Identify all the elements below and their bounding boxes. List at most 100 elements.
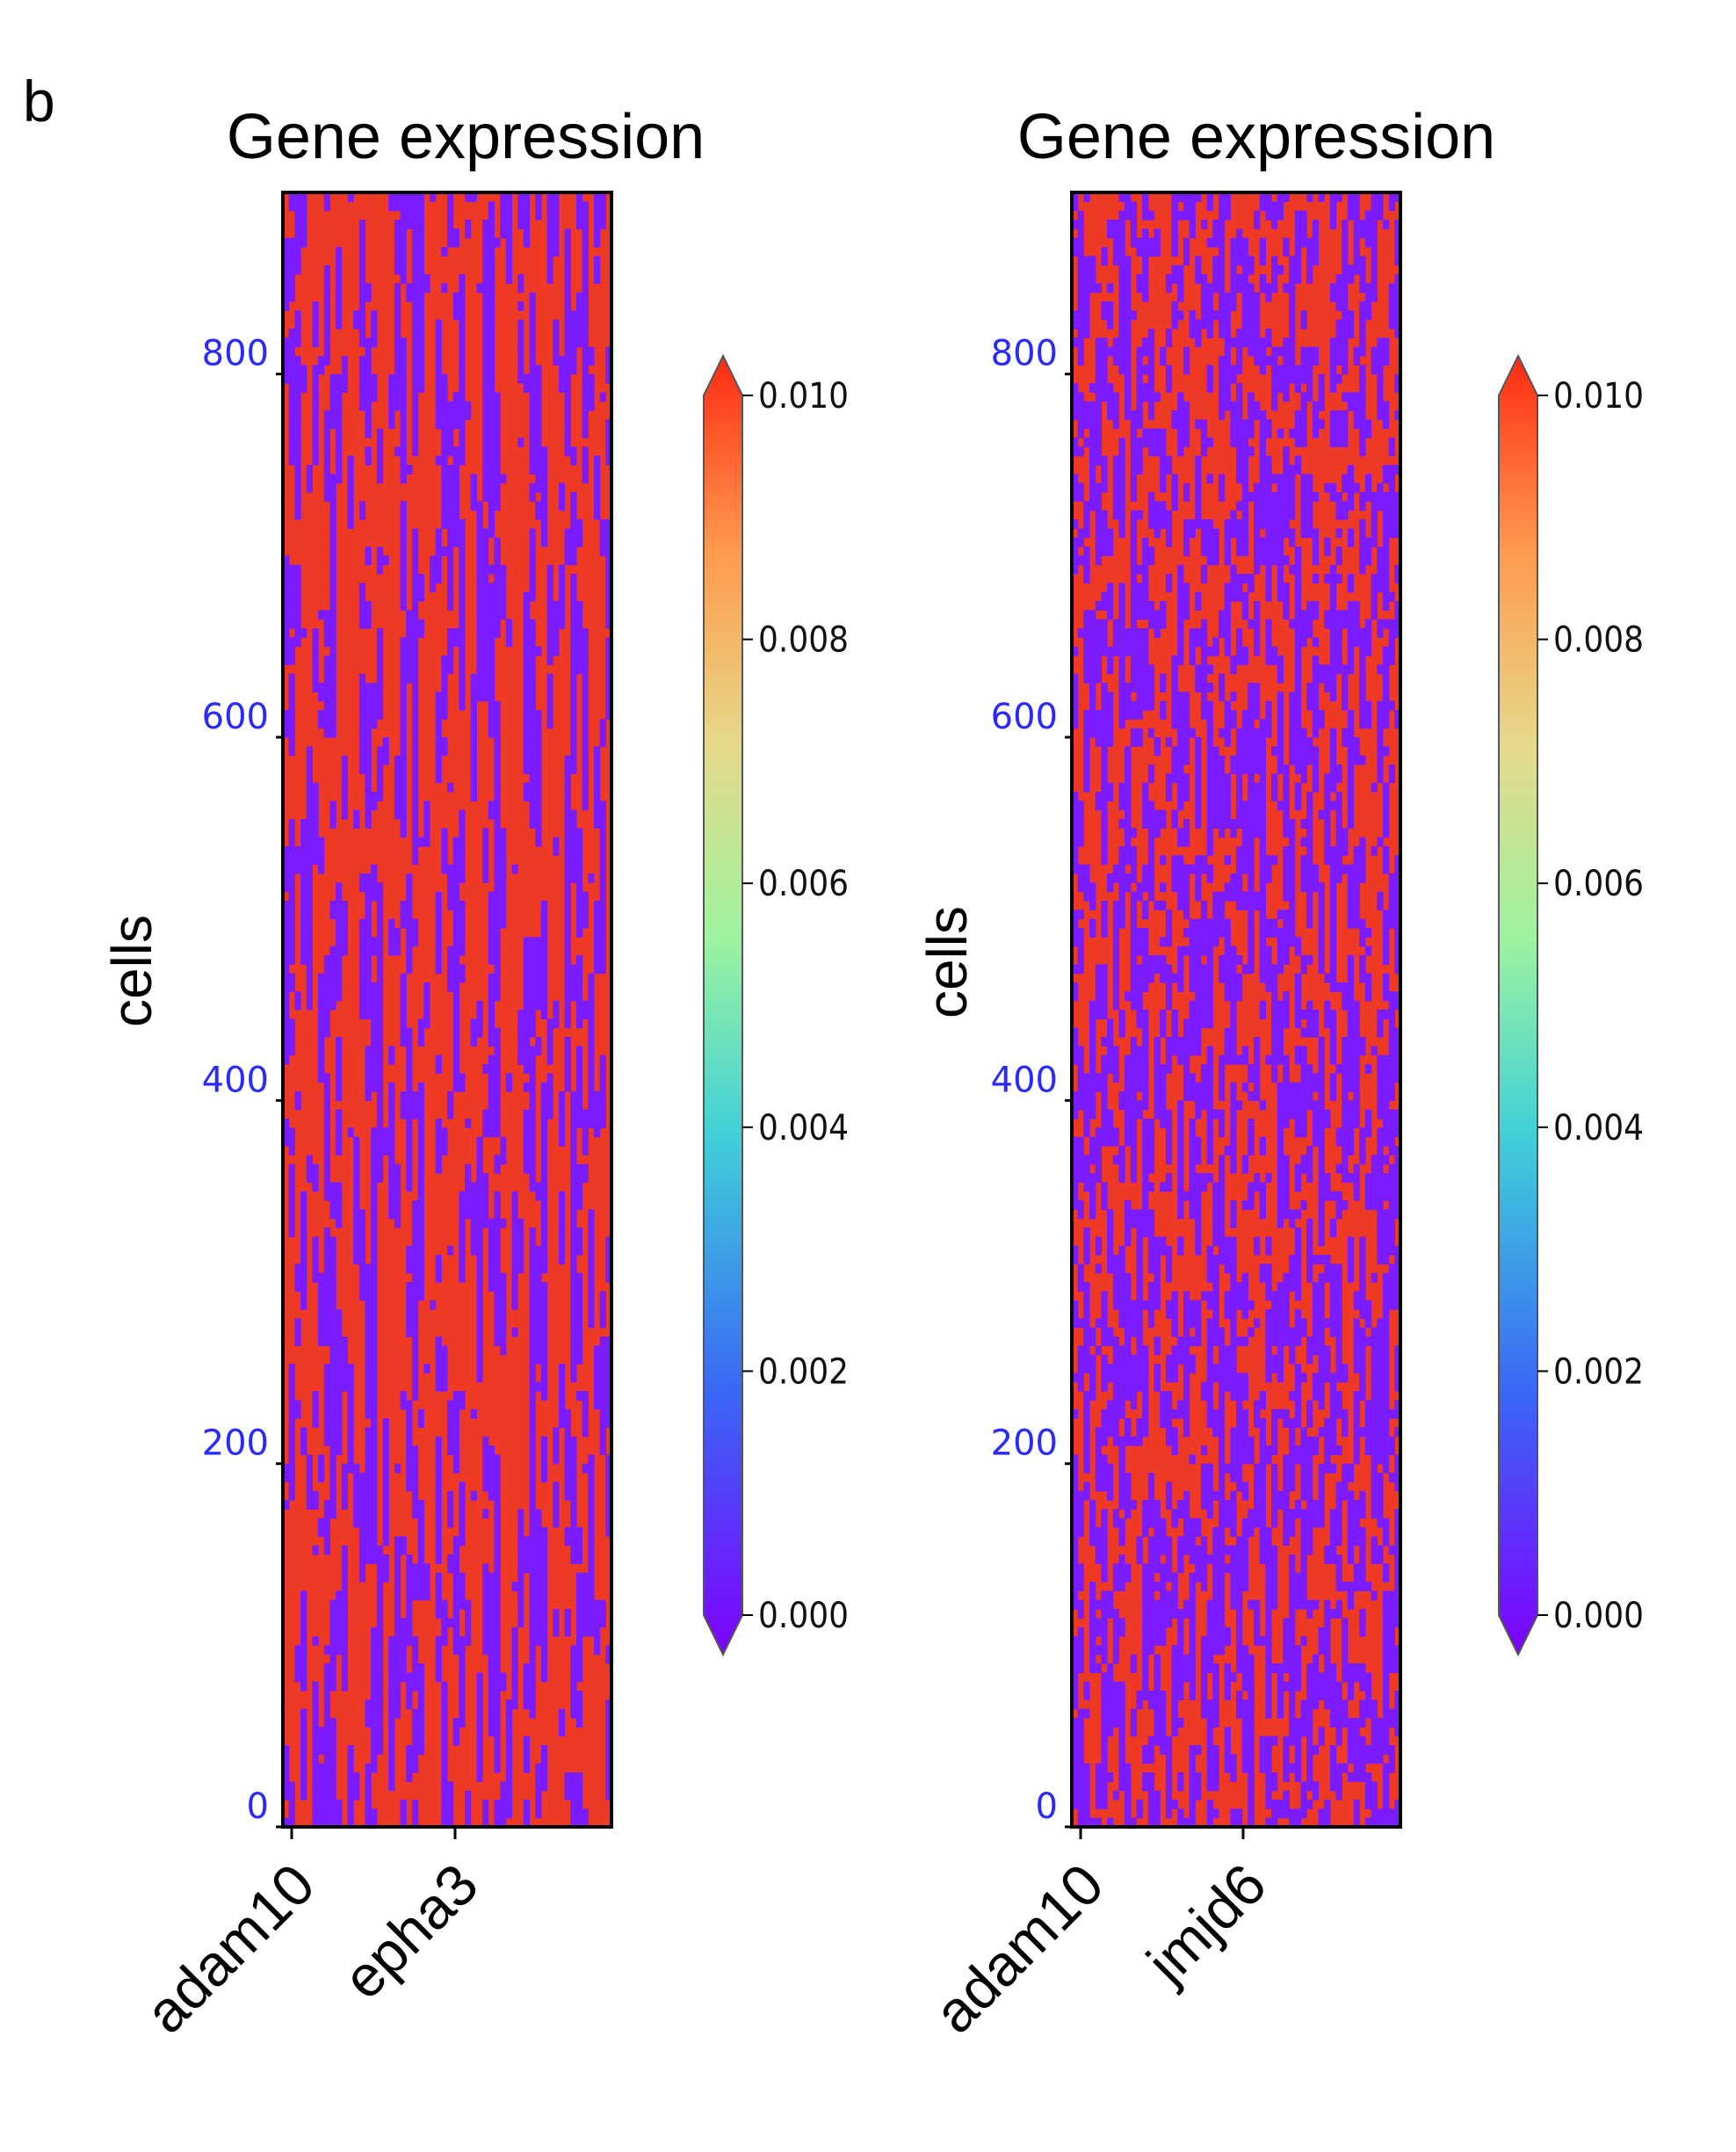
heatmap-cell <box>329 1381 336 1392</box>
heatmap-cell <box>1130 201 1138 212</box>
heatmap-cell <box>1130 628 1138 638</box>
heatmap-cell <box>1130 964 1138 975</box>
colorbar-tick-label: 0.006 <box>758 864 849 904</box>
heatmap-cell <box>494 1037 501 1047</box>
heatmap-cell <box>570 1536 577 1547</box>
heatmap-cell <box>1101 346 1108 357</box>
heatmap-cell <box>336 1364 343 1373</box>
heatmap-cell <box>1095 1427 1102 1438</box>
heatmap-cell <box>535 809 542 820</box>
heatmap-cell <box>388 1136 395 1147</box>
heatmap-cell <box>459 1245 466 1256</box>
heatmap-cell <box>447 873 454 883</box>
heatmap-cell <box>400 438 407 447</box>
heatmap-cell <box>1083 773 1090 784</box>
heatmap-cell <box>371 392 378 402</box>
heatmap-cell <box>540 1663 548 1673</box>
heatmap-cell <box>312 1718 319 1728</box>
heatmap-cell <box>435 964 442 975</box>
heatmap-cell <box>529 346 536 357</box>
heatmap-cell <box>300 909 307 920</box>
heatmap-cell <box>1072 1681 1079 1692</box>
heatmap-cell <box>371 1754 378 1764</box>
heatmap-cell <box>500 1218 507 1228</box>
heatmap-cell <box>294 591 301 602</box>
heatmap-cell <box>452 537 459 547</box>
heatmap-cell <box>294 1645 301 1656</box>
heatmap-cell <box>400 264 407 275</box>
heatmap-cell <box>540 1654 548 1664</box>
heatmap-cell <box>365 1699 372 1710</box>
heatmap-cell <box>1136 401 1143 411</box>
heatmap-cell <box>1136 973 1143 983</box>
heatmap-cell <box>558 482 566 493</box>
heatmap-cell <box>605 683 612 692</box>
heatmap-cell <box>535 482 542 493</box>
heatmap-cell <box>605 1373 612 1383</box>
heatmap-cell <box>1130 1400 1138 1410</box>
heatmap-cell <box>312 1727 319 1737</box>
heatmap-cell <box>570 855 577 866</box>
heatmap-cell <box>500 909 507 920</box>
heatmap-cell <box>570 873 577 883</box>
heatmap-cell <box>482 392 489 402</box>
heatmap-cell <box>482 574 489 583</box>
heatmap-cell <box>535 392 542 402</box>
heatmap-cell <box>488 928 495 938</box>
heatmap-cell <box>570 982 577 992</box>
heatmap-cell <box>329 1272 336 1283</box>
heatmap-cell <box>1083 1454 1090 1465</box>
heatmap-cell <box>452 1627 459 1637</box>
heatmap-cell <box>365 746 372 757</box>
heatmap-cell <box>394 1672 401 1683</box>
heatmap-cell <box>329 482 336 493</box>
heatmap-cell <box>494 1272 501 1283</box>
heatmap-cell <box>517 274 524 284</box>
heatmap-cell <box>300 628 307 638</box>
heatmap-cell <box>575 1699 583 1710</box>
heatmap-cell <box>371 1817 378 1828</box>
heatmap-cell <box>1083 1354 1090 1365</box>
heatmap-cell <box>582 700 589 711</box>
heatmap-cell <box>593 928 601 938</box>
heatmap-cell <box>582 628 589 638</box>
heatmap-cell <box>400 365 407 375</box>
heatmap-cell <box>306 909 313 920</box>
heatmap-cell <box>582 228 589 239</box>
heatmap-cell <box>336 1073 343 1083</box>
heatmap-cell <box>1142 1772 1149 1782</box>
heatmap-cell <box>312 1255 319 1264</box>
heatmap-cell <box>1072 964 1079 975</box>
heatmap-cell <box>288 247 295 257</box>
heatmap-cell <box>341 901 349 910</box>
heatmap-cell <box>323 1735 331 1746</box>
heatmap-cell <box>376 1091 384 1101</box>
heatmap-cell <box>1130 1663 1138 1673</box>
heatmap-cell <box>365 1291 372 1301</box>
heatmap-cell <box>564 419 571 430</box>
heatmap-cell <box>488 1599 495 1610</box>
heatmap-cell <box>382 1146 389 1156</box>
heatmap-cell <box>517 1545 524 1555</box>
heatmap-cell <box>1112 356 1120 366</box>
heatmap-cell <box>570 710 577 720</box>
heatmap-cell <box>540 1155 548 1165</box>
heatmap-cell <box>1077 428 1084 438</box>
heatmap-cell <box>336 1136 343 1147</box>
heatmap-cell <box>529 292 536 302</box>
heatmap-cell <box>1083 637 1090 648</box>
heatmap-cell <box>1112 955 1120 965</box>
heatmap-cell <box>1142 819 1149 829</box>
heatmap-cell <box>529 438 536 447</box>
heatmap-cell <box>494 1282 501 1292</box>
heatmap-cell <box>599 1609 606 1619</box>
heatmap-cell <box>570 1654 577 1664</box>
heatmap-cell <box>1101 1409 1108 1419</box>
heatmap-cell <box>1072 201 1079 212</box>
heatmap-cell <box>1125 1200 1132 1210</box>
heatmap-cell <box>288 1218 295 1228</box>
heatmap-cell <box>558 1100 566 1111</box>
heatmap-cell <box>1101 719 1108 729</box>
heatmap-cell <box>529 819 536 829</box>
heatmap-cell <box>288 901 295 910</box>
